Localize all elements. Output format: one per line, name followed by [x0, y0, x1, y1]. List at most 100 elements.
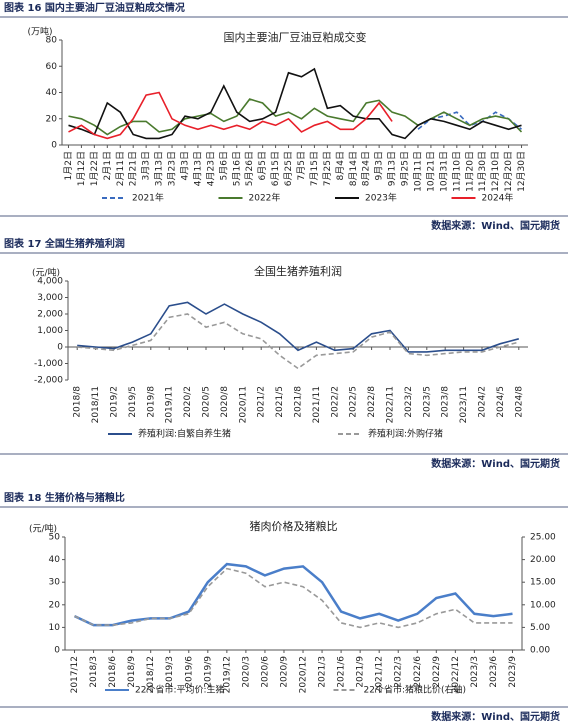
legend-label: 养殖利润:外购仔猪: [368, 428, 443, 440]
y-axis-label: (万吨): [27, 26, 52, 38]
figure-caption: 图表 16 国内主要油厂豆油豆粕成交情况: [4, 1, 185, 14]
x-tick-label: 2月11日: [115, 151, 126, 186]
y2-tick-label: 20.00: [530, 555, 556, 565]
x-tick-label: 11月30日: [477, 151, 488, 192]
x-tick-label: 2019/12: [222, 656, 232, 693]
y-tick-label: 80: [46, 36, 58, 46]
x-tick-label: 11月10日: [451, 151, 462, 192]
x-tick-label: 2022/9: [432, 656, 442, 688]
x-tick-label: 2023/6: [489, 656, 499, 688]
x-tick-label: 2020/6: [260, 656, 270, 688]
y2-tick-label: 5.00: [530, 623, 550, 633]
legend-label: 2021年: [132, 192, 164, 204]
x-tick-label: 2022/2: [330, 386, 340, 418]
x-tick-label: 2月21日: [128, 151, 139, 186]
y-tick-label: 4,000: [37, 277, 63, 287]
x-tick-label: 2018/6: [108, 656, 118, 688]
y-tick-label: -1,000: [34, 359, 63, 369]
x-tick-label: 2021/2: [257, 386, 267, 418]
chart-title: 国内主要油厂豆油豆粕成交变: [224, 30, 367, 44]
x-tick-label: 2020/12: [299, 656, 309, 693]
x-tick-label: 2020/9: [279, 656, 289, 688]
x-tick-label: 2023/3: [470, 656, 480, 688]
x-tick-label: 2020/8: [220, 386, 230, 418]
y-tick-label: -2,000: [34, 376, 63, 386]
series-line: [68, 67, 522, 140]
y-tick-label: 30: [49, 578, 61, 588]
x-tick-label: 2018/3: [89, 656, 99, 688]
x-tick-label: 2021/12: [375, 656, 385, 693]
x-tick-label: 3月23日: [167, 151, 178, 186]
y-tick-label: 60: [46, 62, 58, 72]
x-tick-label: 2020/5: [202, 386, 212, 418]
source: 数据来源：Wind、国元期货: [431, 710, 560, 723]
x-tick-label: 2024/2: [478, 386, 488, 418]
x-tick-label: 4月23日: [205, 151, 216, 186]
x-tick-label: 2019/5: [128, 386, 138, 418]
x-tick-label: 2019/8: [146, 386, 156, 418]
x-tick-label: 11月20日: [464, 151, 475, 192]
x-tick-label: 2023/5: [422, 386, 432, 418]
y-tick-label: 0: [51, 141, 57, 151]
legend-label: 22个省市:猪粮比价(右轴): [364, 684, 467, 696]
x-tick-label: 1月12日: [76, 151, 87, 186]
x-tick-label: 2024/5: [496, 386, 506, 418]
y2-tick-label: 0.00: [530, 646, 550, 656]
legend-label: 22个省市:平均价:生猪: [135, 684, 225, 696]
legend-label: 2023年: [365, 192, 397, 204]
y-tick-label: 40: [46, 88, 58, 98]
series-line: [77, 313, 520, 370]
x-tick-label: 12月30日: [516, 151, 527, 192]
x-tick-label: 7月5日: [296, 151, 307, 180]
x-tick-label: 2018/9: [127, 656, 137, 688]
x-tick-label: 7月15日: [309, 151, 320, 186]
y-tick-label: 3,000: [37, 293, 63, 303]
x-tick-label: 2023/11: [459, 386, 469, 423]
x-tick-label: 3月13日: [154, 151, 165, 186]
x-tick-label: 2019/9: [203, 656, 213, 688]
chart-title: 全国生猪养殖利润: [254, 264, 342, 278]
x-tick-label: 2018/11: [91, 386, 101, 423]
x-tick-label: 2022/12: [451, 656, 461, 693]
y-tick-label: 1,000: [37, 326, 63, 336]
y-tick-label: 40: [49, 555, 61, 565]
x-tick-label: 4月13日: [192, 151, 203, 186]
x-tick-label: 6月5日: [257, 151, 268, 180]
y-tick-label: 0: [54, 646, 60, 656]
x-tick-label: 10月31日: [438, 151, 449, 192]
x-tick-label: 12月10日: [490, 151, 501, 192]
y2-tick-label: 10.00: [530, 600, 556, 610]
x-tick-label: 2021/6: [337, 656, 347, 688]
x-tick-label: 2022/8: [367, 386, 377, 418]
x-tick-label: 2021/5: [275, 386, 285, 418]
series-line: [74, 567, 513, 629]
x-tick-label: 9月25日: [400, 151, 411, 186]
x-tick-label: 9月3日: [374, 151, 385, 180]
x-tick-label: 1月2日: [63, 151, 74, 180]
x-tick-label: 3月3日: [141, 151, 152, 180]
x-tick-label: 8月14日: [348, 151, 359, 186]
x-tick-label: 2019/3: [165, 656, 175, 688]
x-tick-label: 1月22日: [89, 151, 100, 186]
y-tick-label: 20: [46, 114, 58, 124]
x-tick-label: 12月20日: [503, 151, 514, 192]
x-tick-label: 2020/3: [241, 656, 251, 688]
legend-label: 2022年: [249, 192, 281, 204]
x-tick-label: 2021/9: [356, 656, 366, 688]
x-tick-label: 2018/12: [146, 656, 156, 693]
x-tick-label: 2020/11: [238, 386, 248, 423]
x-tick-label: 6月15日: [270, 151, 281, 186]
y-tick-label: 2,000: [37, 310, 63, 320]
y2-tick-label: 25.00: [530, 533, 556, 543]
x-tick-label: 2019/2: [110, 386, 120, 418]
y-tick-label: 50: [49, 533, 61, 543]
figure-caption: 图表 17 全国生猪养殖利润: [4, 237, 125, 250]
y-axis-label: (元/吨): [29, 523, 57, 535]
x-tick-label: 4月3日: [179, 151, 190, 180]
x-tick-label: 8月24日: [361, 151, 372, 186]
figure-caption: 图表 18 生猪价格与猪粮比: [4, 491, 125, 504]
x-tick-label: 2019/11: [165, 386, 175, 423]
y-tick-label: 20: [49, 600, 61, 610]
x-tick-label: 2023/2: [404, 386, 414, 418]
